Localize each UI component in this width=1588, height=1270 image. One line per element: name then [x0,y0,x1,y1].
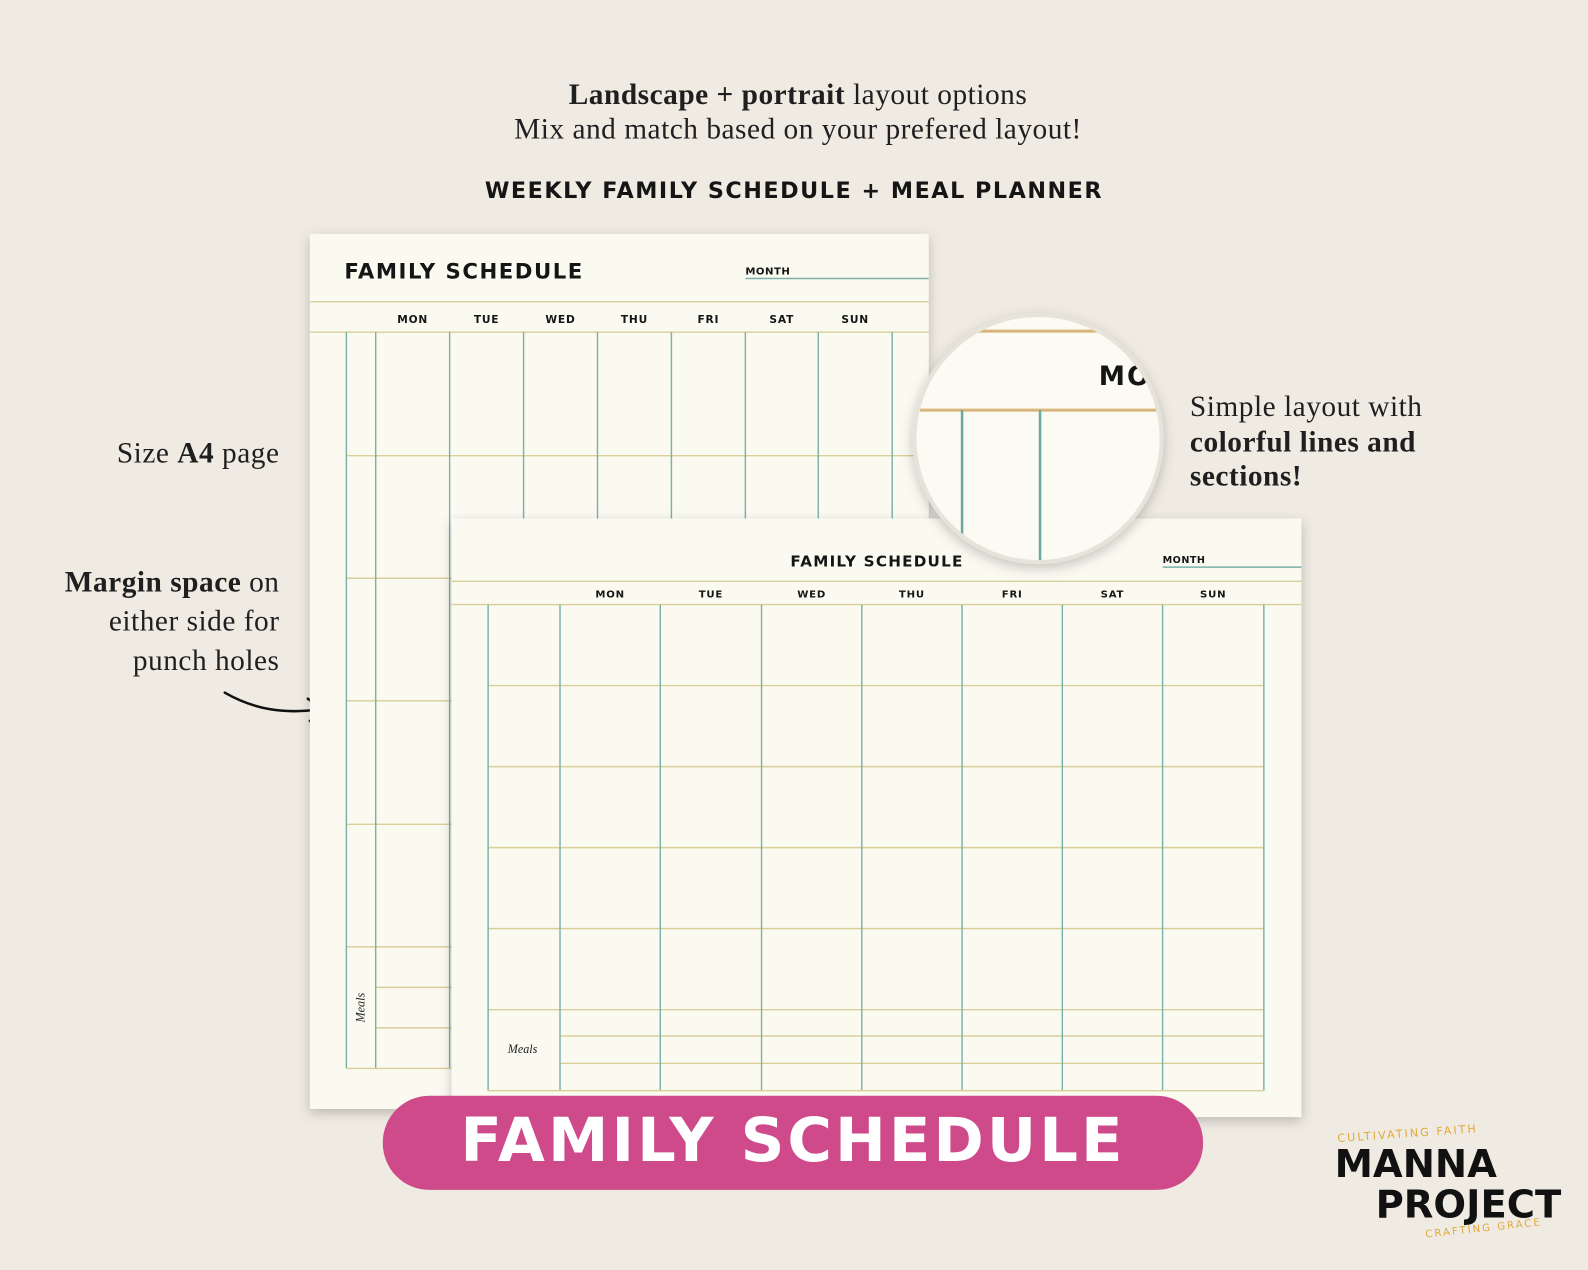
sheet [451,518,1302,1118]
size-after: page [222,437,279,469]
day-label: MON [397,313,428,326]
month-label: MONTH [1163,555,1206,566]
sheet-title: FAMILY SCHEDULE [344,259,584,284]
margin-bold: Margin space [65,566,242,598]
day-label: SUN [1200,589,1226,600]
margin-note-3: punch holes [133,645,280,677]
landscape-page: FAMILY SCHEDULE MONTH MON TUE WED THU FRI SAT SU… [451,518,1302,1118]
day-label: MON [595,589,625,600]
layout-note-2: colorful lines and [1190,426,1416,458]
day-label: THU [899,589,925,600]
banner-text: FAMILY SCHEDULE [460,1106,1125,1176]
size-bold: A4 [177,437,214,469]
margin-note-1: Margin space on [65,566,280,598]
margin-note-2: either side for [109,606,280,638]
margin-rest: on [249,566,279,598]
day-label: SUN [841,313,869,326]
day-label: FRI [697,313,719,326]
size-note: Size A4 page [117,437,280,469]
intro-line1: Landscape + portrait layout options [569,79,1028,111]
month-label: MONTH [745,266,790,277]
day-label: SAT [1101,589,1125,600]
banner [382,1095,1204,1190]
day-label: WED [797,589,826,600]
sheet-title: FAMILY SCHEDULE [790,553,963,571]
logo-word2: PROJECT [1376,1183,1562,1228]
intro-bold: Landscape + portrait [569,79,845,111]
intro-rest: layout options [853,79,1027,111]
layout-note-3: sections! [1190,461,1302,493]
intro-line2: Mix and match based on your prefered lay… [514,113,1082,145]
day-label: TUE [699,589,723,600]
day-label: WED [545,313,575,326]
logo-word1: MANNA [1335,1142,1497,1187]
zoom-lens: MO [912,312,1164,565]
day-label: FRI [1002,589,1023,600]
subtitle: WEEKLY FAMILY SCHEDULE + MEAL PLANNER [485,178,1103,204]
meals-label: Meals [353,993,367,1024]
day-label: TUE [474,313,500,326]
layout-note-1: Simple layout with [1190,391,1423,423]
meals-label: Meals [507,1042,538,1056]
day-label: THU [621,313,648,326]
size-before: Size [117,437,170,469]
zoom-content: MO [916,329,1160,561]
zoom-circle [912,312,1164,565]
day-label: SAT [769,313,794,326]
